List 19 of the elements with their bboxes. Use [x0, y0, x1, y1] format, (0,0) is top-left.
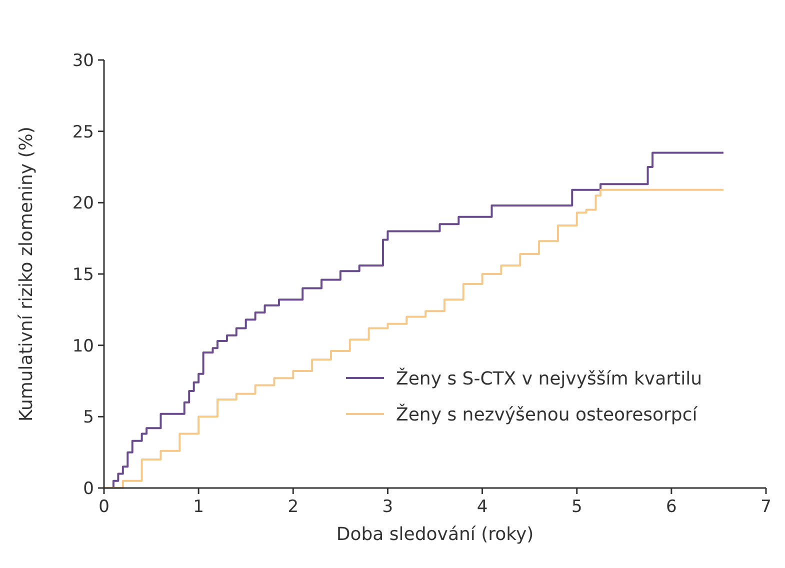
y-tick-label: 0 [83, 478, 94, 499]
x-tick-label: 6 [666, 497, 677, 517]
x-axis-title: Doba sledování (roky) [336, 524, 534, 545]
x-tick-label: 1 [193, 497, 204, 517]
y-tick-label: 5 [83, 408, 94, 428]
legend-label: Ženy s S-CTX v nejvyšším kvartilu [396, 367, 702, 390]
legend-label: Ženy s nezvýšenou osteoresorpcí [396, 403, 698, 426]
x-tick-label: 5 [571, 497, 582, 517]
x-tick-label: 0 [98, 497, 110, 517]
y-tick-label: 10 [72, 336, 94, 356]
x-tick-label: 2 [288, 497, 299, 517]
y-tick-label: 15 [72, 264, 94, 285]
y-axis-title: Kumulativní riziko zlomeniny (%) [16, 126, 37, 422]
y-tick-label: 20 [72, 194, 94, 214]
x-tick-label: 3 [382, 497, 394, 517]
y-tick-label: 25 [72, 122, 94, 142]
x-tick-label: 4 [476, 497, 488, 517]
x-tick-label: 7 [760, 497, 772, 517]
y-tick-label: 30 [72, 50, 94, 71]
